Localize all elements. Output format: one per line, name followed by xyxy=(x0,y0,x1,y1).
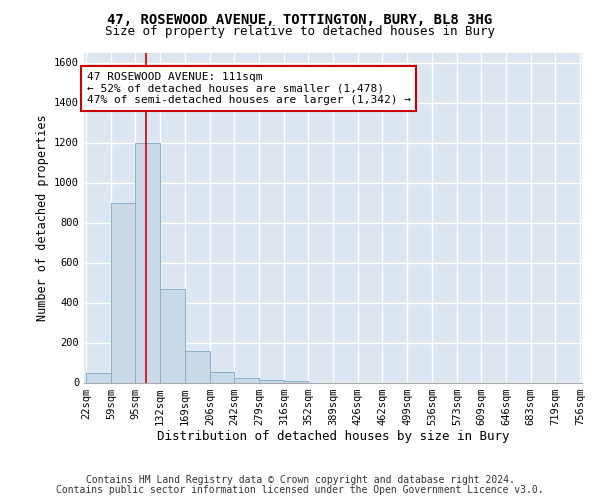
Bar xyxy=(111,202,135,382)
Text: Size of property relative to detached houses in Bury: Size of property relative to detached ho… xyxy=(105,25,495,38)
Bar xyxy=(259,380,284,382)
X-axis label: Distribution of detached houses by size in Bury: Distribution of detached houses by size … xyxy=(157,430,509,444)
Y-axis label: Number of detached properties: Number of detached properties xyxy=(35,114,49,321)
Text: 47 ROSEWOOD AVENUE: 111sqm
← 52% of detached houses are smaller (1,478)
47% of s: 47 ROSEWOOD AVENUE: 111sqm ← 52% of deta… xyxy=(86,72,410,105)
Bar xyxy=(160,288,185,382)
Bar xyxy=(185,350,210,382)
Text: Contains HM Land Registry data © Crown copyright and database right 2024.: Contains HM Land Registry data © Crown c… xyxy=(86,475,514,485)
Bar xyxy=(210,372,234,382)
Bar xyxy=(234,378,259,382)
Bar xyxy=(284,380,308,382)
Bar xyxy=(135,142,160,382)
Text: Contains public sector information licensed under the Open Government Licence v3: Contains public sector information licen… xyxy=(56,485,544,495)
Text: 47, ROSEWOOD AVENUE, TOTTINGTON, BURY, BL8 3HG: 47, ROSEWOOD AVENUE, TOTTINGTON, BURY, B… xyxy=(107,12,493,26)
Bar xyxy=(86,372,111,382)
